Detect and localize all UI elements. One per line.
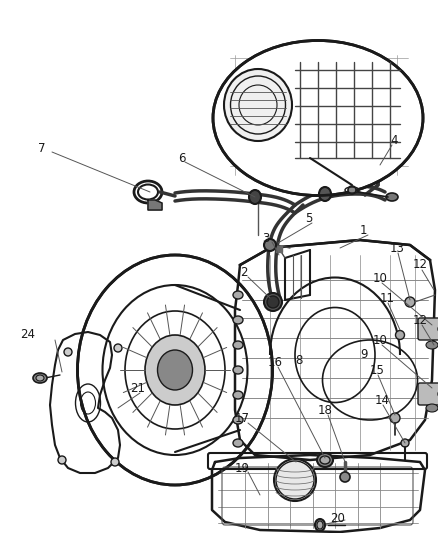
Ellipse shape [78,255,272,485]
Ellipse shape [274,459,316,501]
Text: 12: 12 [413,313,428,327]
Text: 5: 5 [305,212,312,224]
Ellipse shape [317,453,333,467]
Ellipse shape [114,344,122,352]
Ellipse shape [224,69,292,141]
Text: 11: 11 [380,292,395,304]
Ellipse shape [390,413,400,423]
Text: 21: 21 [130,382,145,394]
Ellipse shape [145,335,205,405]
Text: 17: 17 [235,411,250,424]
Text: 14: 14 [375,393,390,407]
Text: 18: 18 [318,403,333,416]
Ellipse shape [33,373,47,383]
Ellipse shape [315,519,325,531]
Ellipse shape [340,472,350,482]
Polygon shape [50,332,120,473]
Ellipse shape [158,350,192,390]
Text: 19: 19 [235,462,250,474]
Text: 24: 24 [21,327,35,341]
FancyBboxPatch shape [418,383,438,405]
Ellipse shape [426,404,438,412]
Ellipse shape [111,458,119,466]
Ellipse shape [405,297,415,307]
Polygon shape [148,200,162,210]
Ellipse shape [233,439,243,447]
Text: 10: 10 [373,271,388,285]
Polygon shape [235,240,435,460]
Text: 20: 20 [330,512,345,524]
FancyBboxPatch shape [418,318,438,340]
Text: 12: 12 [413,259,428,271]
Polygon shape [276,246,282,252]
Ellipse shape [233,416,243,424]
Ellipse shape [58,456,66,464]
Text: 9: 9 [360,349,367,361]
Ellipse shape [320,456,330,464]
Text: 7: 7 [38,141,46,155]
Text: 8: 8 [295,353,302,367]
Ellipse shape [348,186,356,194]
Ellipse shape [396,330,405,340]
Polygon shape [212,455,425,532]
Text: 10: 10 [373,334,388,346]
Text: 3: 3 [262,231,269,245]
Ellipse shape [264,239,276,251]
Ellipse shape [319,187,331,201]
Text: 16: 16 [268,356,283,368]
Ellipse shape [233,316,243,324]
Text: 2: 2 [240,265,247,279]
Ellipse shape [249,190,261,204]
Text: 6: 6 [178,151,186,165]
Ellipse shape [367,147,377,157]
Ellipse shape [426,341,438,349]
Ellipse shape [401,439,409,447]
Ellipse shape [267,296,279,308]
Text: 13: 13 [390,241,405,254]
Text: 4: 4 [390,133,398,147]
Ellipse shape [233,341,243,349]
Ellipse shape [233,291,243,299]
Ellipse shape [233,366,243,374]
Ellipse shape [386,193,398,201]
Ellipse shape [317,521,323,529]
Text: 1: 1 [360,223,367,237]
Ellipse shape [64,348,72,356]
Ellipse shape [36,375,44,381]
Ellipse shape [264,293,282,311]
Text: 15: 15 [370,364,385,376]
Ellipse shape [233,391,243,399]
Ellipse shape [213,41,423,196]
